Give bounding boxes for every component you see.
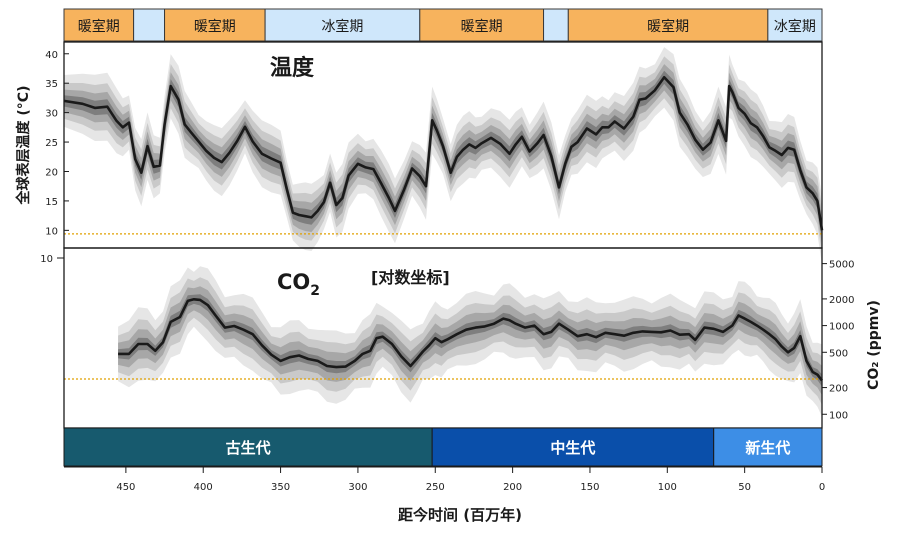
climate-band-6: [567, 8, 769, 42]
co2-band-2: [118, 286, 823, 396]
temperature-panel: 10 15 20 25 30 35 40 温度 全球表层温度 (°C): [15, 47, 824, 265]
temperature-y-axis: 10 15 20 25 30 35 40: [45, 50, 69, 237]
co2-series-line: [118, 298, 824, 382]
climate-band-label-3: 冰室期: [321, 18, 363, 35]
time-axis-tick-label: 100: [658, 482, 677, 493]
temperature-y-tick-label: 40: [45, 50, 58, 61]
temperature-y-axis-label: 全球表层温度 (°C): [15, 86, 32, 206]
co2-title-main: CO: [277, 270, 310, 294]
climate-band-label-6: 暖室期: [647, 18, 689, 35]
time-axis: 450 400 350 300 250 200 150 100 50 0 距今时间 (百万年): [64, 466, 825, 524]
temperature-y-tick-label: 20: [45, 167, 58, 178]
climate-band-label-7: 冰室期: [774, 18, 816, 35]
era-block-2: [713, 427, 823, 467]
era-label-1: 中生代: [550, 439, 595, 457]
climate-band-label-2: 暖室期: [194, 18, 236, 35]
time-axis-tick-label: 0: [819, 482, 825, 493]
climate-band-3: [264, 8, 421, 42]
temperature-series-line: [63, 76, 824, 231]
co2-subtitle: [对数坐标]: [371, 268, 450, 287]
co2-y-tick-label: 2000: [829, 295, 854, 306]
climate-band-1: [133, 8, 166, 42]
time-axis-tick-label: 50: [738, 482, 751, 493]
co2-panel: 100 200 500 1000 2000 5000 CO2 [对数坐标] 10 CO₂ …: [40, 254, 882, 421]
time-axis-tick-label: 300: [348, 482, 367, 493]
temperature-y-tick-label: 15: [45, 197, 58, 208]
co2-y-axis-label: CO₂ (ppmv): [866, 300, 882, 390]
co2-uncertainty-bands: [118, 266, 823, 417]
co2-y-tick-label: 100: [829, 410, 848, 421]
co2-y-tick-label: 200: [829, 384, 848, 395]
time-axis-tick-label: 250: [426, 482, 445, 493]
time-axis-tick-label: 450: [116, 482, 135, 493]
climate-band-7: [767, 8, 823, 42]
time-axis-tick-label: 150: [580, 482, 599, 493]
climate-band-label-0: 暖室期: [78, 18, 120, 35]
climate-band-label-4: 暖室期: [461, 18, 503, 35]
co2-y-tick-label: 1000: [829, 322, 854, 333]
temperature-band-3: [64, 70, 822, 238]
climate-band-2: [164, 8, 266, 42]
co2-y-tick-label: 500: [829, 348, 848, 359]
climate-band-5: [543, 8, 569, 42]
temperature-title: 温度: [270, 55, 315, 81]
time-axis-tick-label: 200: [503, 482, 522, 493]
era-block-0: [63, 427, 433, 467]
co2-y-axis: 100 200 500 1000 2000 5000: [822, 260, 854, 421]
climate-band-0: [63, 8, 135, 42]
era-label-0: 古生代: [226, 439, 271, 457]
co2-left-tick-label: 10: [40, 254, 53, 265]
co2-y-tick-label: 5000: [829, 260, 854, 271]
time-axis-label: 距今时间 (百万年): [398, 506, 522, 524]
co2-title-sub: 2: [310, 283, 320, 299]
co2-title: CO2: [277, 270, 320, 299]
time-axis-ticks: 450 400 350 300 250 200 150 100 50 0: [116, 467, 825, 493]
temperature-y-tick-label: 10: [45, 226, 58, 237]
temperature-uncertainty-bands: [64, 47, 822, 265]
time-axis-tick-label: 350: [271, 482, 290, 493]
temperature-y-tick-label: 35: [45, 79, 58, 90]
era-label-2: 新生代: [745, 439, 790, 457]
temperature-y-tick-label: 25: [45, 138, 58, 149]
time-axis-tick-label: 400: [194, 482, 213, 493]
temperature-band-2: [64, 64, 822, 246]
era-bar: 古生代 中生代 新生代: [63, 427, 823, 467]
temperature-y-tick-label: 30: [45, 109, 58, 120]
climate-state-bar: 暖室期 暖室期 冰室期 暖室期 暖室期 冰室期: [63, 8, 823, 42]
